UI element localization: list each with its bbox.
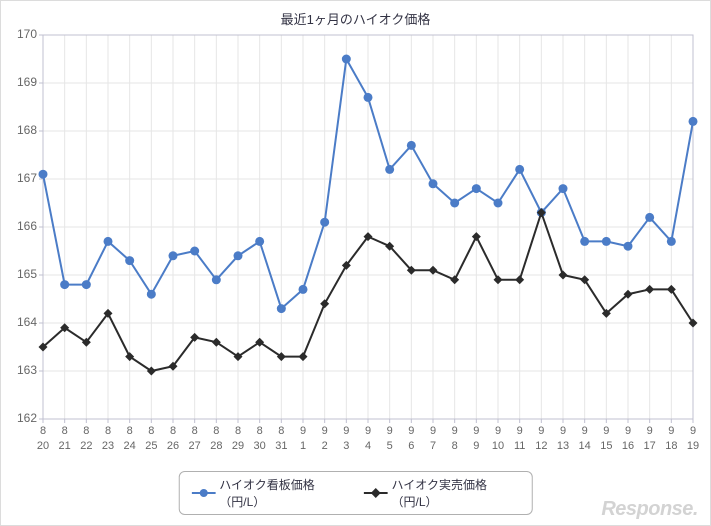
x-tick-month: 9	[560, 425, 566, 437]
x-tick-month: 8	[213, 425, 219, 437]
x-tick-day: 5	[387, 440, 393, 452]
plot-area: 8208218228238248258268278288298308319192…	[29, 31, 701, 455]
y-tick-label: 162	[5, 411, 37, 425]
x-tick-month: 8	[83, 425, 89, 437]
x-tick-month: 8	[148, 425, 154, 437]
x-tick-month: 8	[62, 425, 68, 437]
x-tick-day: 4	[365, 440, 371, 452]
x-tick-month: 9	[690, 425, 696, 437]
x-tick-day: 6	[408, 440, 414, 452]
x-tick-month: 8	[170, 425, 176, 437]
y-tick-label: 163	[5, 363, 37, 377]
legend-marker-listed	[191, 487, 215, 499]
x-tick-day: 9	[473, 440, 479, 452]
x-tick-month: 9	[322, 425, 328, 437]
y-tick-label: 170	[5, 27, 37, 41]
legend-item-listed: ハイオク看板価格（円/L）	[191, 476, 347, 510]
x-tick-month: 9	[300, 425, 306, 437]
chart-svg: 8208218228238248258268278288298308319192…	[29, 31, 701, 455]
x-tick-month: 9	[408, 425, 414, 437]
x-tick-month: 9	[473, 425, 479, 437]
chart-container: 最近1ヶ月のハイオク価格 820821822823824825826827828…	[1, 1, 710, 525]
x-tick-day: 28	[210, 440, 222, 452]
watermark: Response.	[601, 498, 698, 521]
x-tick-day: 25	[145, 440, 157, 452]
x-tick-day: 21	[59, 440, 71, 452]
x-tick-month: 9	[452, 425, 458, 437]
y-tick-label: 169	[5, 75, 37, 89]
x-tick-day: 10	[492, 440, 504, 452]
x-tick-month: 8	[257, 425, 263, 437]
legend-marker-actual	[364, 487, 388, 499]
legend-label-actual: ハイオク実売価格（円/L）	[392, 476, 520, 510]
x-tick-month: 8	[40, 425, 46, 437]
x-tick-day: 17	[644, 440, 656, 452]
x-tick-day: 16	[622, 440, 634, 452]
x-tick-day: 15	[600, 440, 612, 452]
x-tick-day: 14	[579, 440, 591, 452]
x-tick-day: 29	[232, 440, 244, 452]
x-tick-month: 9	[343, 425, 349, 437]
x-tick-month: 9	[647, 425, 653, 437]
x-tick-month: 8	[278, 425, 284, 437]
x-tick-day: 24	[124, 440, 136, 452]
x-tick-day: 3	[343, 440, 349, 452]
x-tick-day: 23	[102, 440, 114, 452]
x-tick-day: 18	[665, 440, 677, 452]
x-tick-month: 8	[235, 425, 241, 437]
x-tick-month: 9	[582, 425, 588, 437]
x-tick-month: 9	[625, 425, 631, 437]
x-tick-month: 9	[365, 425, 371, 437]
x-tick-month: 9	[538, 425, 544, 437]
x-tick-day: 1	[300, 440, 306, 452]
x-tick-month: 9	[603, 425, 609, 437]
x-tick-day: 26	[167, 440, 179, 452]
x-tick-day: 13	[557, 440, 569, 452]
legend-item-actual: ハイオク実売価格（円/L）	[364, 476, 520, 510]
x-tick-month: 9	[387, 425, 393, 437]
x-tick-day: 31	[275, 440, 287, 452]
chart-title: 最近1ヶ月のハイオク価格	[1, 9, 710, 28]
x-tick-day: 22	[80, 440, 92, 452]
x-tick-day: 27	[189, 440, 201, 452]
x-tick-month: 8	[192, 425, 198, 437]
x-tick-day: 30	[254, 440, 266, 452]
x-tick-day: 2	[322, 440, 328, 452]
y-tick-label: 165	[5, 267, 37, 281]
y-tick-label: 168	[5, 123, 37, 137]
x-tick-day: 11	[514, 440, 525, 452]
x-tick-month: 8	[127, 425, 133, 437]
x-tick-day: 7	[430, 440, 436, 452]
y-tick-label: 164	[5, 315, 37, 329]
x-tick-month: 9	[517, 425, 523, 437]
y-tick-label: 167	[5, 171, 37, 185]
legend-label-listed: ハイオク看板価格（円/L）	[219, 476, 347, 510]
x-tick-day: 8	[452, 440, 458, 452]
x-tick-day: 20	[37, 440, 49, 452]
x-tick-month: 9	[495, 425, 501, 437]
legend: ハイオク看板価格（円/L） ハイオク実売価格（円/L）	[178, 471, 533, 515]
x-tick-month: 8	[105, 425, 111, 437]
x-tick-month: 9	[430, 425, 436, 437]
y-tick-label: 166	[5, 219, 37, 233]
x-tick-day: 19	[687, 440, 699, 452]
x-tick-day: 12	[535, 440, 547, 452]
x-tick-month: 9	[668, 425, 674, 437]
